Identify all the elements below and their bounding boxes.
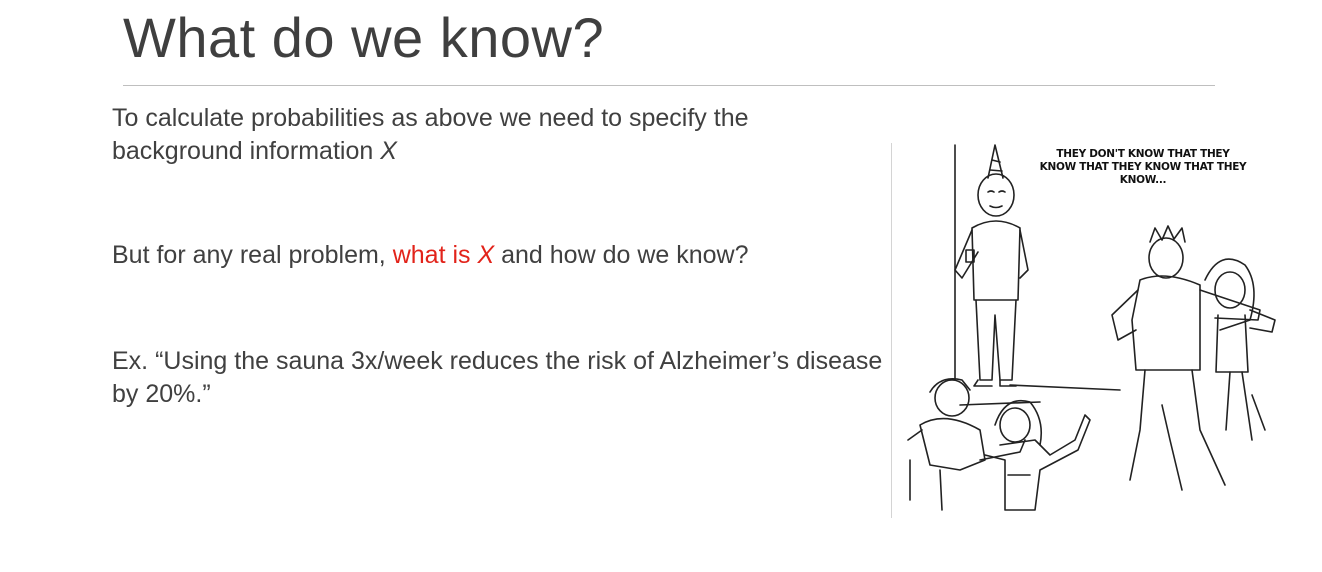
paragraph-what-is-x: But for any real problem, what is X and …	[112, 239, 872, 272]
highlight-what-is: what is	[392, 241, 478, 269]
dancing-girl-center-figure	[984, 400, 1091, 511]
paragraph-background-text: To calculate probabilities as above we n…	[112, 104, 749, 165]
highlight-variable-x: X	[477, 241, 495, 269]
meme-caption-line2: KNOW THAT THEY KNOW THAT THEY KNOW...	[1039, 161, 1247, 186]
meme-caption: THEY DON'T KNOW THAT THEY KNOW THAT THEY …	[1018, 148, 1268, 187]
meme-caption-line1: THEY DON'T KNOW THAT THEY	[1056, 148, 1230, 160]
title-divider	[123, 85, 1215, 86]
variable-x: X	[380, 137, 397, 165]
question-lead: But for any real problem,	[112, 241, 393, 269]
paragraph-example: Ex. “Using the sauna 3x/week reduces the…	[112, 347, 883, 408]
dancing-girl-figure	[1204, 258, 1276, 441]
image-border	[891, 143, 892, 518]
party-meme-image	[907, 144, 1276, 511]
dancing-guy-left-figure	[907, 378, 1026, 511]
lonely-wojak-figure	[954, 144, 1029, 387]
slide-title: What do we know?	[123, 6, 605, 69]
dancing-crowned-figure	[1111, 225, 1261, 491]
paragraph-background-info: To calculate probabilities as above we n…	[112, 102, 872, 168]
question-tail: and how do we know?	[494, 241, 749, 269]
